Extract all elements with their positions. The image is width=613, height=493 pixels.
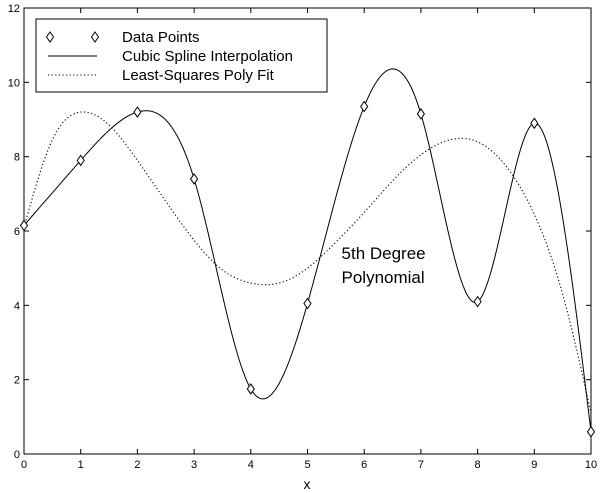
data-point-marker	[246, 383, 255, 395]
x-tick-label: 1	[78, 459, 84, 471]
poly-fit-series	[23, 111, 592, 414]
data-point-marker	[76, 154, 85, 167]
data-point-marker	[416, 108, 426, 120]
x-tick-label: 7	[418, 459, 424, 471]
data-point-marker	[530, 117, 539, 130]
x-tick-label: 9	[531, 459, 537, 471]
x-tick-label: 10	[585, 459, 597, 471]
y-tick-label: 6	[14, 226, 20, 238]
y-tick-label: 2	[14, 375, 20, 387]
legend-label: Least-Squares Poly Fit	[122, 67, 275, 84]
data-point-marker	[360, 100, 369, 113]
data-point-marker	[303, 297, 312, 310]
y-tick-label: 4	[14, 300, 20, 312]
y-tick-label: 12	[8, 3, 20, 15]
y-tick-label: 8	[14, 152, 20, 164]
poly-fit-line	[23, 111, 592, 414]
data-point-marker	[189, 173, 199, 185]
x-axis-label: x	[304, 476, 311, 492]
data-point-marker	[19, 219, 29, 232]
x-tick-label: 6	[361, 459, 367, 471]
legend-diamond-icon	[45, 31, 55, 43]
data-points-series	[19, 100, 596, 438]
x-tick-label: 8	[475, 459, 481, 471]
annotation-label: Polynomial	[342, 268, 425, 287]
data-point-marker	[473, 295, 482, 308]
legend-label: Cubic Spline Interpolation	[122, 48, 293, 65]
y-tick-label: 0	[14, 449, 20, 461]
x-tick-label: 2	[134, 459, 140, 471]
x-tick-label: 3	[191, 459, 197, 471]
spline-series	[23, 68, 592, 432]
annotation-label: 5th Degree	[342, 244, 426, 263]
legend-diamond-icon	[90, 31, 100, 43]
x-tick-label: 4	[248, 459, 254, 471]
x-tick-label: 0	[21, 459, 27, 471]
x-tick-label: 5	[304, 459, 310, 471]
spline-line	[23, 68, 592, 432]
legend: Data Points Cubic Spline Interpolation Lea…	[35, 18, 328, 93]
y-tick-label: 10	[8, 77, 20, 89]
legend-label: Data Points	[122, 29, 200, 46]
data-point-marker	[133, 106, 142, 118]
annotations: 5th Degree Polynomial	[342, 244, 426, 287]
data-point-marker	[586, 425, 596, 438]
